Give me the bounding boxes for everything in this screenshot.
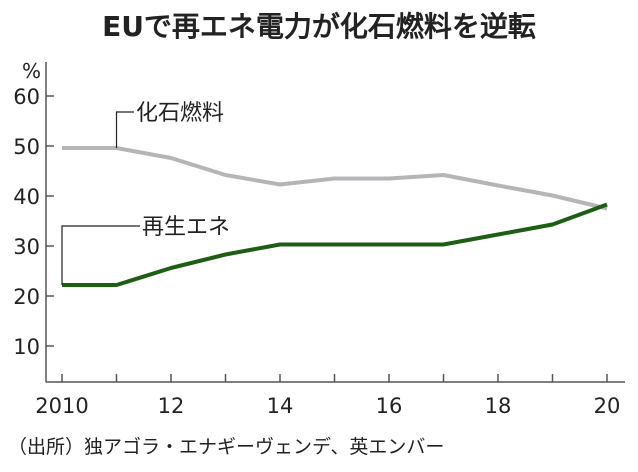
y-tick-label: 30 [13,235,40,259]
x-tick-label: 12 [158,394,185,418]
series-line-1 [62,202,608,287]
x-tick-label: 14 [267,394,294,418]
chart-title: EUで再エネ電力が化石燃料を逆転 [102,10,536,43]
fossil-callout-line [115,111,134,148]
series-line-0 [62,146,608,211]
series-label-fossil: 化石燃料 [136,101,224,126]
x-tick-label: 2010 [35,394,88,418]
renewable-callout-line [61,225,140,285]
x-tick-label: 16 [376,394,403,418]
y-tick-label: 60 [13,85,40,109]
y-tick-label: 50 [13,135,40,159]
series-label-renewable: 再生エネ [142,215,230,240]
y-tick-label: 20 [13,285,40,309]
y-tick-label: 10 [13,335,40,359]
source-note: （出所）独アゴラ・エナギーヴェンデ、英エンバー [8,436,444,458]
y-axis-unit: % [22,59,41,83]
y-tick-label: 40 [13,185,40,209]
x-tick-label: 18 [485,394,512,418]
x-tick-label: 20 [594,394,621,418]
